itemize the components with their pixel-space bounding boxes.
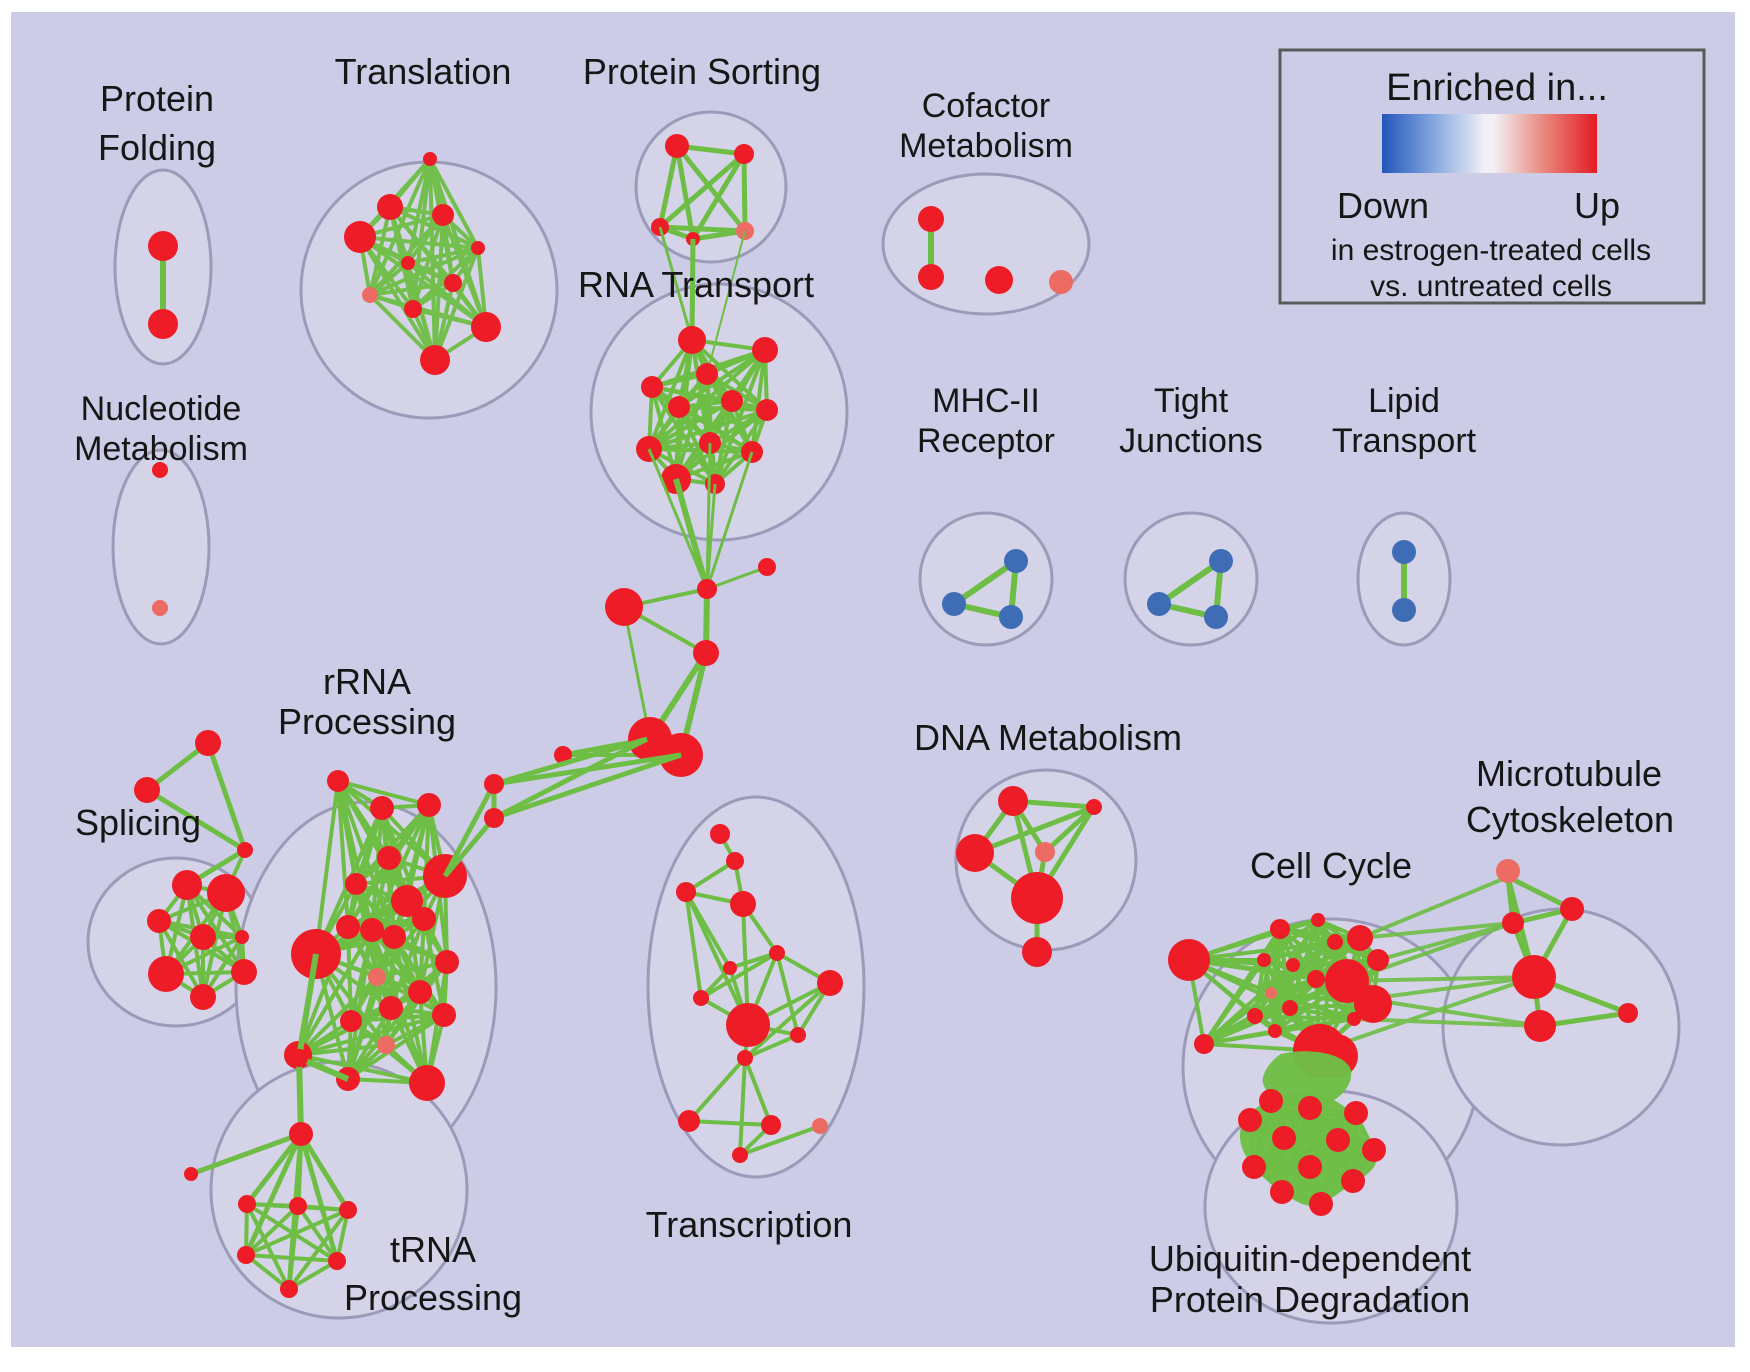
svg-text:Folding: Folding — [98, 127, 216, 168]
svg-text:Tight: Tight — [1154, 382, 1229, 420]
svg-text:RNA Transport: RNA Transport — [578, 264, 814, 305]
svg-text:Transcription: Transcription — [646, 1204, 853, 1245]
svg-text:Down: Down — [1337, 185, 1429, 226]
svg-text:Receptor: Receptor — [917, 422, 1055, 460]
svg-text:Processing: Processing — [344, 1277, 522, 1318]
svg-text:rRNA: rRNA — [323, 661, 411, 702]
svg-text:Cytoskeleton: Cytoskeleton — [1466, 799, 1674, 840]
svg-text:Splicing: Splicing — [75, 802, 201, 843]
svg-text:MHC-II: MHC-II — [932, 382, 1040, 420]
svg-text:Translation: Translation — [335, 51, 512, 92]
svg-text:Up: Up — [1574, 185, 1620, 226]
svg-text:Protein Degradation: Protein Degradation — [1150, 1279, 1470, 1320]
svg-text:Enriched in...: Enriched in... — [1386, 67, 1608, 109]
svg-text:Lipid: Lipid — [1368, 382, 1440, 420]
svg-text:tRNA: tRNA — [390, 1229, 476, 1270]
svg-text:in estrogen-treated cells: in estrogen-treated cells — [1331, 234, 1651, 267]
svg-text:Metabolism: Metabolism — [899, 127, 1073, 165]
svg-text:Protein Sorting: Protein Sorting — [583, 51, 821, 92]
svg-text:Microtubule: Microtubule — [1476, 753, 1662, 794]
svg-text:vs. untreated cells: vs. untreated cells — [1370, 270, 1612, 303]
svg-text:Metabolism: Metabolism — [74, 430, 248, 468]
svg-text:Cofactor: Cofactor — [922, 87, 1051, 125]
svg-text:Ubiquitin-dependent: Ubiquitin-dependent — [1149, 1238, 1471, 1279]
svg-text:DNA Metabolism: DNA Metabolism — [914, 717, 1182, 758]
svg-text:Processing: Processing — [278, 701, 456, 742]
svg-text:Cell Cycle: Cell Cycle — [1250, 845, 1412, 886]
svg-text:Transport: Transport — [1332, 422, 1477, 460]
svg-text:Junctions: Junctions — [1119, 422, 1263, 460]
svg-text:Nucleotide: Nucleotide — [81, 390, 242, 428]
svg-text:Protein: Protein — [100, 78, 214, 119]
